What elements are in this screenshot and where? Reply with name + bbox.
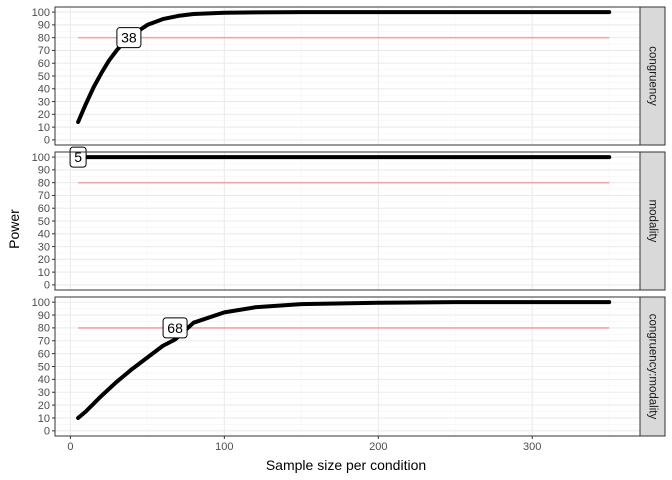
power-curve-point <box>99 71 103 76</box>
power-curve-point <box>222 310 226 315</box>
x-axis-title: Sample size per condition <box>266 457 426 473</box>
y-tick-label: 40 <box>38 374 50 386</box>
x-tick-label: 300 <box>523 441 541 453</box>
facet-strip-label: modality <box>647 200 659 243</box>
power-curve-point <box>161 17 165 21</box>
power-curve-point <box>607 10 611 14</box>
y-tick-label: 40 <box>38 84 50 96</box>
power-curve-point <box>376 10 380 14</box>
y-tick-label: 20 <box>38 254 50 266</box>
y-tick-label: 80 <box>38 32 50 44</box>
y-tick-label: 90 <box>38 310 50 322</box>
y-tick-label: 60 <box>38 203 50 215</box>
y-tick-label: 100 <box>32 152 50 164</box>
power-curve-point <box>91 85 96 90</box>
power-curve-point <box>76 120 80 124</box>
power-curve-point <box>114 380 119 384</box>
y-tick-label: 0 <box>44 426 50 438</box>
power-curve-point <box>607 155 611 159</box>
power-curve-point <box>453 10 457 14</box>
x-tick-label: 100 <box>215 441 233 453</box>
x-tick-label: 0 <box>67 441 73 453</box>
annotation-label: 5 <box>69 146 87 168</box>
annotation-label: 68 <box>162 317 188 339</box>
power-curve-point <box>114 48 119 53</box>
facet-strip <box>639 6 666 146</box>
y-tick-label: 20 <box>38 400 50 412</box>
y-tick-label: 30 <box>38 387 50 399</box>
power-curve-point <box>76 416 80 420</box>
y-tick-label: 0 <box>44 135 50 147</box>
power-curve-point <box>130 367 134 371</box>
y-tick-label: 40 <box>38 229 50 241</box>
x-axis: 0 100 200 300 <box>67 436 541 453</box>
annotation-text: 5 <box>74 149 82 165</box>
y-axis-title: Power <box>6 209 22 249</box>
y-tick-label: 30 <box>38 241 50 253</box>
power-curve-point <box>607 300 611 304</box>
power-curve-point <box>161 344 165 348</box>
power-curve-point <box>299 302 303 306</box>
y-tick-label: 50 <box>38 71 50 83</box>
annotation-label: 38 <box>116 27 142 49</box>
power-curve-point <box>176 14 180 18</box>
facet-panels: 010203040506070809010038congruency010203… <box>32 6 666 438</box>
y-tick-label: 80 <box>38 323 50 335</box>
y-tick-label: 100 <box>32 297 50 309</box>
facet-strip <box>639 151 666 291</box>
y-tick-label: 50 <box>38 361 50 373</box>
x-tick-label: 200 <box>369 441 387 453</box>
power-curve-point <box>376 301 380 305</box>
power-curve-point <box>191 321 196 325</box>
y-tick-label: 90 <box>38 20 50 32</box>
power-curve-point <box>453 300 457 304</box>
power-curve-point <box>530 10 534 14</box>
power-curve-point <box>530 300 534 304</box>
y-tick-label: 70 <box>38 336 50 348</box>
power-curve-point <box>253 10 257 14</box>
y-tick-label: 20 <box>38 109 50 121</box>
facet-strip-label: congruency <box>647 46 659 106</box>
power-curve-point <box>145 355 149 360</box>
power-curve-point <box>84 409 88 414</box>
y-tick-label: 50 <box>38 216 50 228</box>
power-curve-point <box>191 12 196 16</box>
power-curve-point <box>107 59 111 63</box>
y-tick-label: 0 <box>44 280 50 292</box>
y-tick-label: 30 <box>38 96 50 108</box>
y-tick-label: 100 <box>32 7 50 19</box>
power-curve-point <box>145 23 149 27</box>
y-tick-label: 10 <box>38 413 50 425</box>
power-curve-point <box>253 305 257 309</box>
power-curve-point <box>99 394 103 398</box>
power-curve-point <box>222 11 226 15</box>
y-tick-label: 10 <box>38 122 50 134</box>
y-tick-label: 60 <box>38 58 50 70</box>
facet-strip <box>639 296 666 437</box>
y-tick-label: 70 <box>38 45 50 57</box>
y-tick-label: 90 <box>38 165 50 177</box>
annotation-text: 38 <box>121 30 137 46</box>
power-curve-point <box>173 337 177 342</box>
y-tick-label: 80 <box>38 177 50 189</box>
annotation-box <box>116 27 142 49</box>
power-curve-point <box>299 10 303 14</box>
power-curve-point <box>84 102 88 106</box>
annotation-text: 68 <box>167 320 183 336</box>
facet-strip-label: congruency:modality <box>647 314 659 420</box>
annotation-box <box>162 317 188 339</box>
y-tick-label: 60 <box>38 348 50 360</box>
y-tick-label: 70 <box>38 190 50 202</box>
y-tick-label: 10 <box>38 267 50 279</box>
